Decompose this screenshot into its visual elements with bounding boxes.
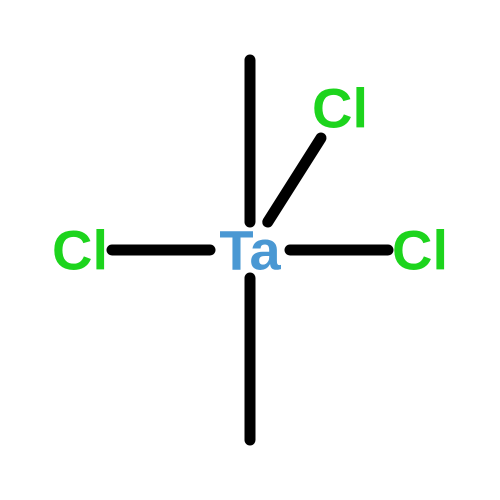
atom-Cl-left: Cl bbox=[52, 219, 108, 282]
molecule-diagram: Ta Cl Cl Cl bbox=[0, 0, 500, 500]
atom-Cl-upper: Cl bbox=[312, 77, 368, 140]
bond-2 bbox=[268, 138, 321, 222]
atom-Ta: Ta bbox=[219, 219, 281, 282]
atom-Cl-right: Cl bbox=[392, 219, 448, 282]
